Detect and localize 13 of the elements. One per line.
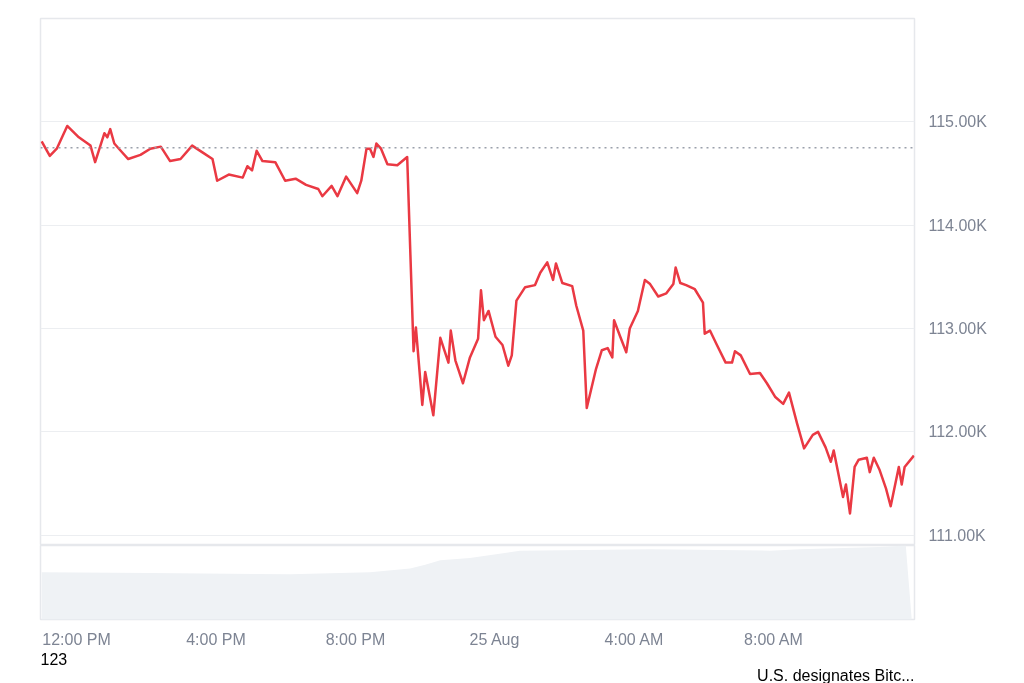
x-tick-label: 8:00 AM bbox=[744, 630, 803, 648]
x-tick-label: 8:00 PM bbox=[325, 630, 386, 648]
y-tick-label: 115.00K bbox=[928, 113, 988, 131]
text: U.S. designates Bitc... bbox=[757, 666, 915, 683]
x-tick-label: 4:00 PM bbox=[186, 630, 246, 648]
x-tick-label: 12:00 PM bbox=[42, 630, 111, 648]
y-tick-label: 111.00K bbox=[928, 526, 987, 544]
y-tick-label: 112.00K bbox=[928, 423, 988, 441]
y-tick-label: 113.00K bbox=[928, 320, 988, 337]
text: 123 bbox=[40, 650, 68, 668]
x-tick-label: 25 Aug bbox=[469, 630, 520, 648]
x-tick-label: 4:00 AM bbox=[604, 630, 664, 648]
y-tick-label: 114.00K bbox=[928, 216, 988, 234]
